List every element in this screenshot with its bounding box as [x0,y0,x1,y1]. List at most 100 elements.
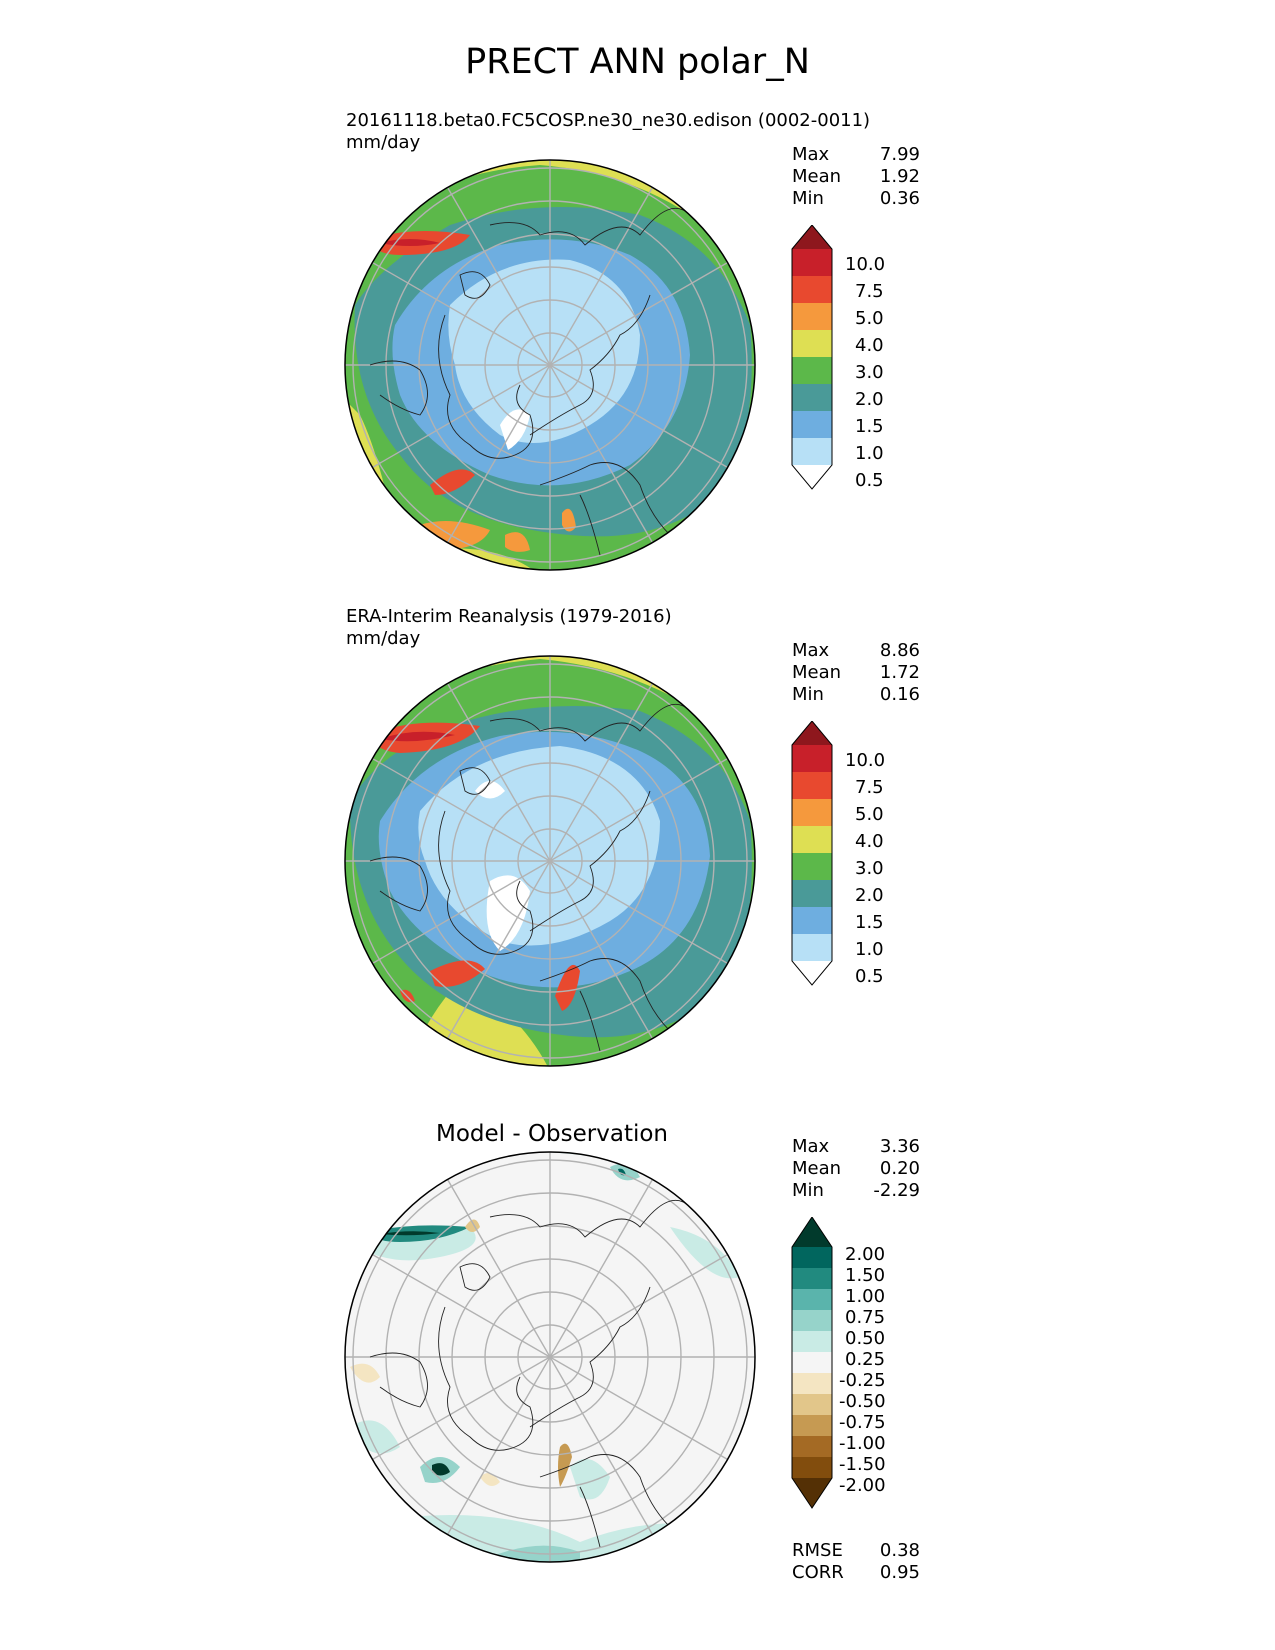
panel1-units: mm/day [346,132,421,153]
colorbar-top-extend [792,721,832,745]
cb2-tick: 2.0 [855,885,884,906]
panel1-stat-mean: Mean 1.92 [792,166,920,187]
cb1-tick: 7.5 [855,281,884,302]
colorbar-swatch [792,384,832,412]
colorbar-swatch [792,745,832,773]
panel3-title: Model - Observation [435,1121,669,1147]
colorbar-swatch [792,1289,832,1311]
cb1-tick: 5.0 [855,308,884,329]
figure-title: PRECT ANN polar_N [465,42,810,82]
cb2-tick: 1.0 [855,939,884,960]
panel3-colorbar-swatches [791,1217,833,1509]
cb3-tick: -1.50 [839,1454,886,1475]
colorbar-swatch [792,438,832,466]
cb2-tick: 7.5 [855,777,884,798]
panel1-stat-max: Max 7.99 [792,144,920,165]
colorbar-swatch [792,1247,832,1269]
cb1-tick: 10.0 [845,254,886,275]
colorbar-swatch [792,934,832,962]
panel2-stat-mean: Mean 1.72 [792,662,920,683]
panel3-stat-min: Min -2.29 [792,1180,920,1201]
colorbar-outline [791,1217,833,1509]
colorbar-bottom-extend [792,961,832,985]
panel1-stats: Max 7.99 Mean 1.92 Min 0.36 [792,144,920,210]
colorbar-bottom-extend [792,1478,832,1508]
cb2-tick: 10.0 [845,750,886,771]
panel2-coastlines [369,703,691,1052]
colorbar-swatch [792,1457,832,1479]
panel2-colorbar [791,721,833,986]
colorbar-bottom-extend [792,465,832,489]
cb1-tick: 1.5 [855,416,884,437]
colorbar-swatch [792,1268,832,1290]
panel1-stat-min: Min 0.36 [792,188,920,209]
panel3-metrics: RMSE 0.38 CORR 0.95 [792,1540,920,1584]
colorbar-swatch [792,276,832,304]
panel3-metric-corr: CORR 0.95 [792,1562,920,1583]
panel2-stats: Max 8.86 Mean 1.72 Min 0.16 [792,640,920,706]
colorbar-swatch [792,1331,832,1353]
cb3-tick: -1.00 [839,1433,886,1454]
colorbar-swatch [792,357,832,385]
panel1-case-name: 20161118.beta0.FC5COSP.ne30_ne30.edison … [346,110,871,131]
colorbar-swatch [792,826,832,854]
panel1-colorbar-swatches [791,225,833,490]
panel3-graticule [345,1152,755,1562]
cb2-tick: 4.0 [855,831,884,852]
cb2-tick: 1.5 [855,912,884,933]
panel1-graticule [345,160,755,570]
panel1-title: 20161118.beta0.FC5COSP.ne30_ne30.edison … [346,110,870,154]
colorbar-swatch [792,303,832,331]
cb3-tick: 2.00 [845,1244,886,1265]
panel2-colorbar-swatches [791,721,833,986]
cb3-tick: -0.25 [839,1370,886,1391]
cb1-tick: 1.0 [855,443,884,464]
cb2-tick: 3.0 [855,858,884,879]
panel3-colorbar [791,1217,833,1509]
colorbar-swatch [792,1352,832,1374]
colorbar-swatch [792,799,832,827]
panel3-polar-map [344,1151,756,1563]
cb1-tick: 3.0 [855,362,884,383]
cb1-tick: 2.0 [855,389,884,410]
colorbar-swatch [792,330,832,358]
colorbar-swatch [792,907,832,935]
cb3-tick: -0.50 [839,1391,886,1412]
cb3-tick: 0.25 [845,1349,886,1370]
cb3-tick: -0.75 [839,1412,886,1433]
colorbar-swatch [792,1394,832,1416]
cb3-tick: 1.00 [845,1286,886,1307]
panel2-title: ERA-Interim Reanalysis (1979-2016) mm/da… [346,606,672,650]
panel1-polar-map [344,159,756,571]
panel3-stats: Max 3.36 Mean 0.20 Min -2.29 [792,1136,920,1202]
panel2-map-boundary [344,655,756,1067]
cb2-tick: 0.5 [855,966,884,987]
panel3-metric-rmse: RMSE 0.38 [792,1540,920,1561]
colorbar-outline [791,721,833,986]
colorbar-swatch [792,1415,832,1437]
colorbar-swatch [792,853,832,881]
panel2-stat-max: Max 8.86 [792,640,920,661]
panel2-graticule [345,656,755,1066]
colorbar-swatch [792,772,832,800]
colorbar-outline [791,225,833,490]
colorbar-top-extend [792,225,832,249]
cb1-tick: 0.5 [855,470,884,491]
panel1-coastlines [369,207,691,556]
cb1-tick: 4.0 [855,335,884,356]
colorbar-swatch [792,1310,832,1332]
cb3-tick: 0.75 [845,1307,886,1328]
panel2-stat-min: Min 0.16 [792,684,920,705]
cb2-tick: 5.0 [855,804,884,825]
panel2-polar-map [344,655,756,1067]
cb3-tick: -2.00 [839,1475,886,1496]
panel3-coastlines [369,1199,691,1548]
panel3-stat-max: Max 3.36 [792,1136,920,1157]
colorbar-top-extend [792,1217,832,1247]
colorbar-swatch [792,880,832,908]
cb3-tick: 0.50 [845,1328,886,1349]
panel2-dataset-name: ERA-Interim Reanalysis (1979-2016) [346,606,672,627]
panel1-colorbar [791,225,833,490]
colorbar-swatch [792,411,832,439]
colorbar-swatch [792,249,832,277]
